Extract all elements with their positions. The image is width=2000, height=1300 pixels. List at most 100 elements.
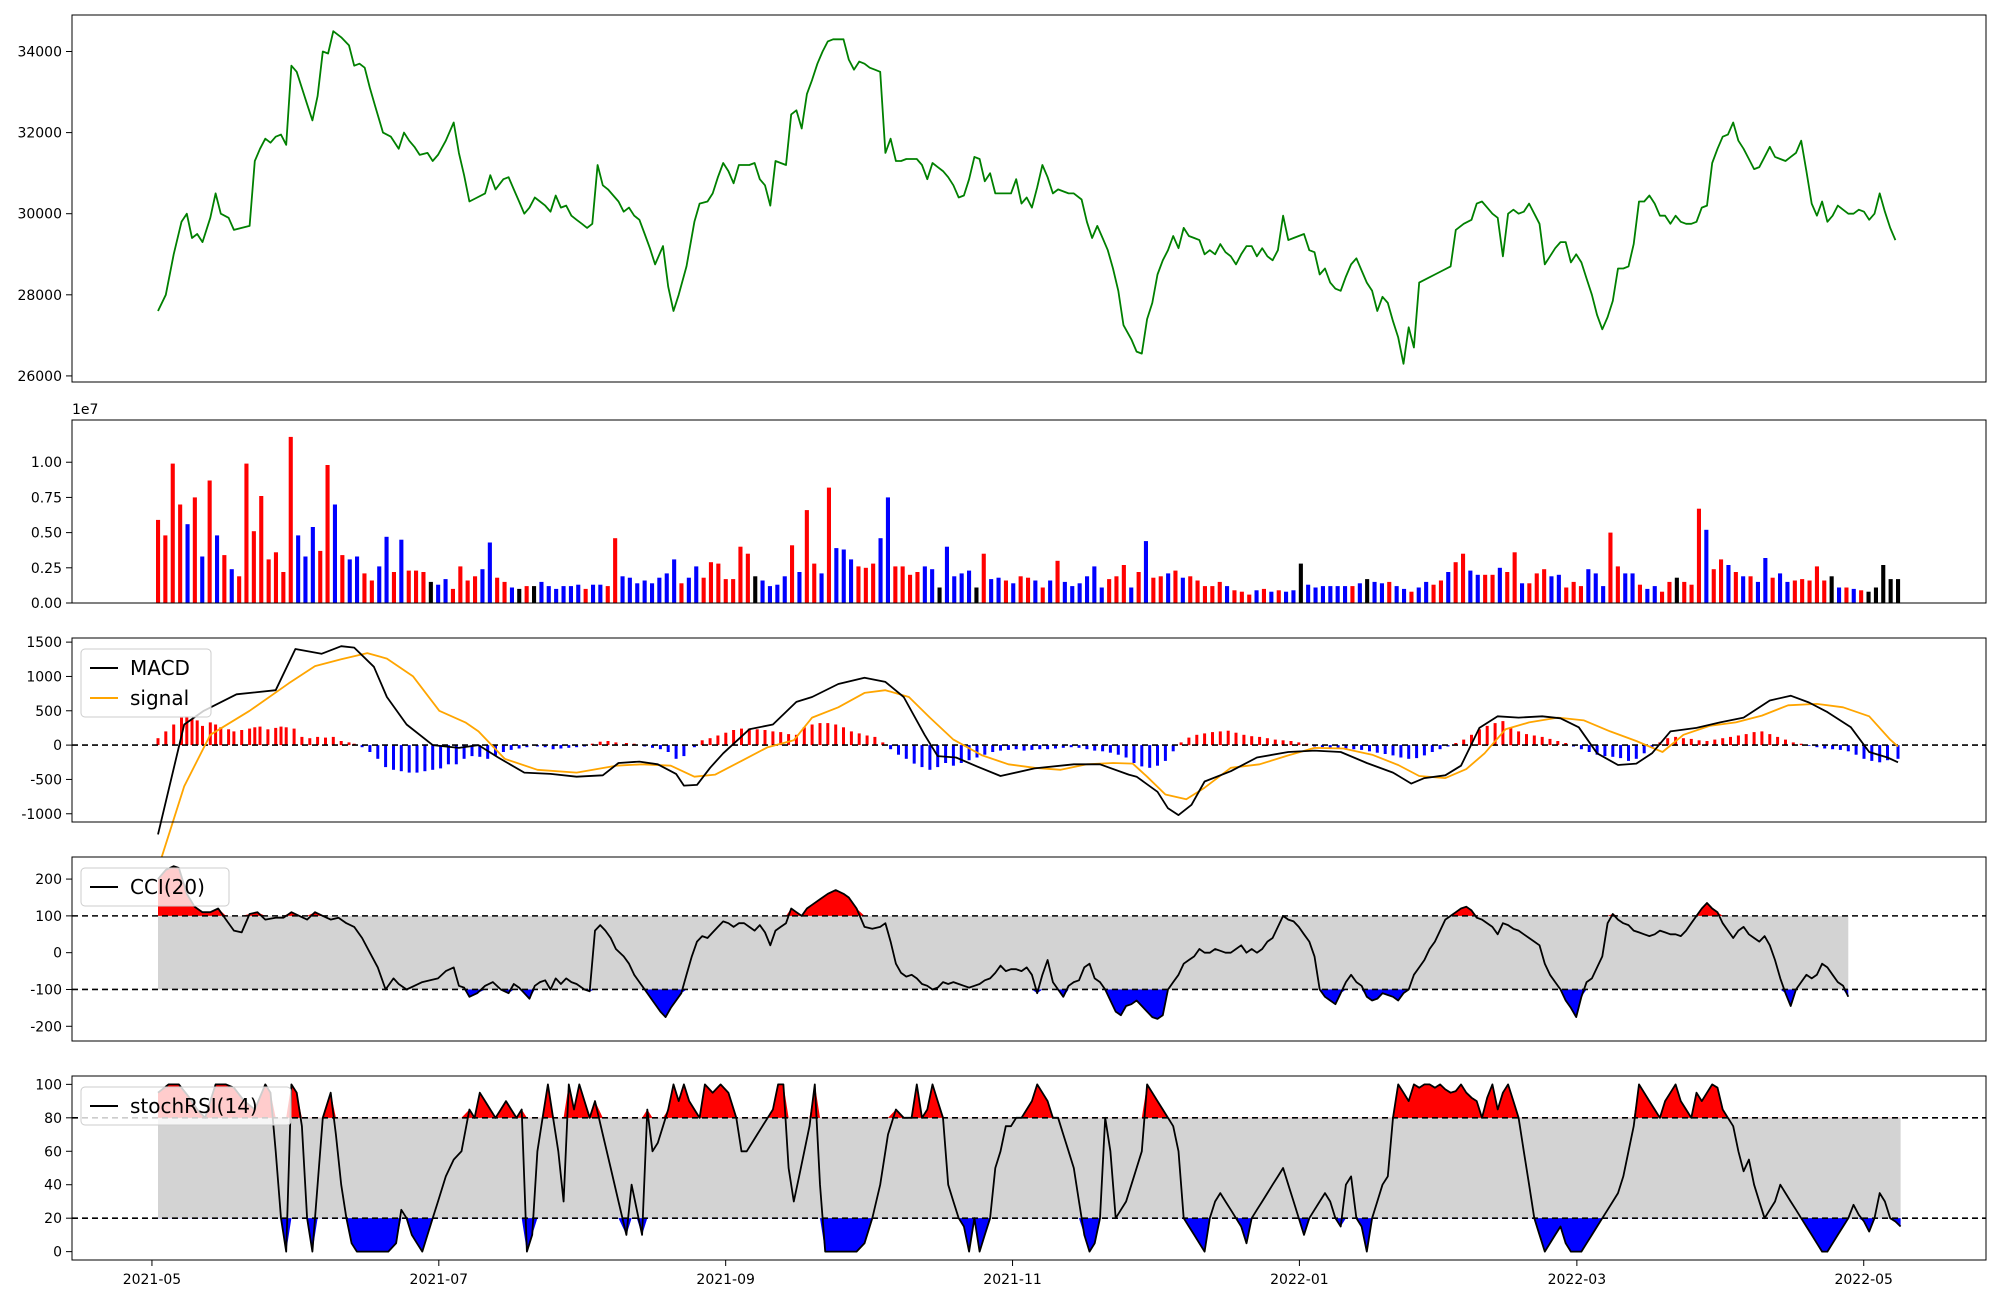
macd-histogram-bar	[1344, 745, 1348, 750]
macd-histogram-bar	[755, 729, 759, 746]
macd-histogram-bar	[399, 745, 403, 772]
macd-histogram-bar	[1681, 738, 1685, 746]
volume-bar	[325, 465, 330, 603]
volume-bar	[1763, 558, 1768, 603]
volume-bar	[701, 577, 706, 603]
macd-histogram-bar	[708, 738, 712, 746]
volume-bar	[244, 463, 249, 603]
volume-bar	[1881, 565, 1886, 603]
volume-bar	[1121, 565, 1126, 603]
volume-bar	[1018, 576, 1023, 603]
macd-histogram-bar	[920, 745, 924, 768]
volume-bar	[1571, 581, 1576, 603]
macd-histogram-bar	[1462, 739, 1466, 746]
volume-bar	[1424, 581, 1429, 603]
macd-histogram-bar	[692, 745, 696, 748]
volume-bar	[266, 559, 271, 603]
macd-histogram-bar	[392, 745, 395, 770]
macd-histogram-bar	[1328, 745, 1332, 748]
macd-histogram-bar	[543, 745, 547, 748]
volume-bar	[1136, 572, 1141, 603]
cci-ytick-label: 0	[53, 946, 62, 962]
macd-histogram-bar	[248, 728, 252, 746]
stochrsi-band	[158, 1117, 1901, 1219]
macd-histogram-bar	[747, 728, 751, 746]
macd-histogram-bar	[360, 745, 364, 748]
volume-bar	[1298, 563, 1303, 603]
volume-bar	[804, 510, 809, 603]
volume-bar	[1505, 572, 1510, 603]
volume-bar	[1026, 577, 1031, 603]
macd-histogram-bar	[1532, 735, 1536, 746]
volume-bar	[509, 587, 514, 603]
volume-bar	[1461, 553, 1466, 603]
macd-ytick-label: -500	[30, 772, 62, 788]
volume-bar	[716, 563, 721, 603]
macd-histogram-bar	[1517, 731, 1521, 746]
volume-bar	[1379, 583, 1384, 603]
volume-bar	[642, 580, 647, 603]
macd-histogram-bar	[967, 745, 971, 761]
macd-frame	[71, 637, 1987, 823]
cci-ytick-label: 100	[35, 909, 62, 925]
macd-histogram-bar	[1548, 738, 1552, 746]
macd-ytick-label: 0	[53, 738, 62, 754]
macd-histogram-bar	[842, 727, 845, 746]
volume-bar	[989, 579, 994, 603]
macd-histogram-bar	[724, 732, 728, 746]
volume-bar	[1158, 576, 1163, 603]
volume-bar	[281, 572, 286, 603]
volume-bar	[207, 480, 212, 603]
volume-bar	[635, 583, 640, 603]
volume-bar	[532, 586, 537, 603]
volume-bar	[1409, 591, 1414, 603]
volume-bar	[1645, 588, 1650, 603]
macd-histogram-bar	[478, 745, 482, 757]
cci-legend-label: CCI(20)	[130, 875, 205, 899]
volume-bar	[414, 570, 419, 603]
volume-bar	[406, 570, 411, 603]
volume-bar	[1151, 577, 1156, 603]
volume-ytick-label: 0.50	[31, 526, 62, 542]
volume-bar	[1792, 580, 1797, 603]
volume-bar	[819, 573, 824, 603]
macd-histogram-bar	[1383, 745, 1387, 754]
macd-histogram-bar	[975, 745, 979, 758]
volume-bar	[1195, 580, 1200, 603]
macd-histogram-bar	[470, 745, 474, 757]
macd-histogram-bar	[818, 723, 822, 746]
macd-histogram-bar	[1760, 731, 1764, 746]
volume-bar	[1254, 590, 1259, 603]
macd-histogram-bar	[1595, 745, 1599, 755]
macd-histogram-bar	[1124, 745, 1128, 758]
macd-histogram-bar	[1556, 741, 1560, 746]
cci-panel: -200 -100 0 100 200 CCI(20)	[30, 856, 1987, 1042]
volume-bar	[1578, 586, 1583, 603]
volume-panel: 0.00 0.25 0.50 0.75 1.00 1e7	[31, 402, 1987, 612]
volume-bar	[1357, 583, 1362, 603]
macd-histogram-bar	[324, 737, 327, 746]
volume-bar	[1814, 566, 1819, 603]
volume-bar	[1829, 576, 1834, 603]
volume-bar	[598, 584, 603, 603]
macd-histogram-bar	[517, 745, 521, 749]
macd-histogram-bar	[384, 745, 388, 768]
macd-histogram-bar	[1360, 745, 1364, 750]
volume-bar	[1276, 590, 1281, 603]
price-panel: 26000 28000 30000 32000 34000	[17, 14, 1987, 385]
volume-bar	[893, 566, 898, 603]
price-background	[72, 15, 1986, 382]
macd-histogram-bar	[190, 719, 194, 746]
volume-bar	[1542, 569, 1547, 603]
macd-histogram-bar	[462, 745, 466, 759]
macd-histogram-bar	[857, 733, 861, 746]
volume-bar	[502, 581, 507, 603]
volume-bar	[1807, 580, 1812, 603]
macd-histogram-bar	[1132, 745, 1136, 763]
volume-bar	[1851, 588, 1856, 603]
macd-histogram-bar	[1493, 723, 1497, 746]
macd-histogram-bar	[240, 730, 244, 746]
volume-bar	[192, 497, 197, 603]
macd-histogram-bar	[674, 745, 678, 759]
macd-histogram-bar	[826, 723, 830, 746]
